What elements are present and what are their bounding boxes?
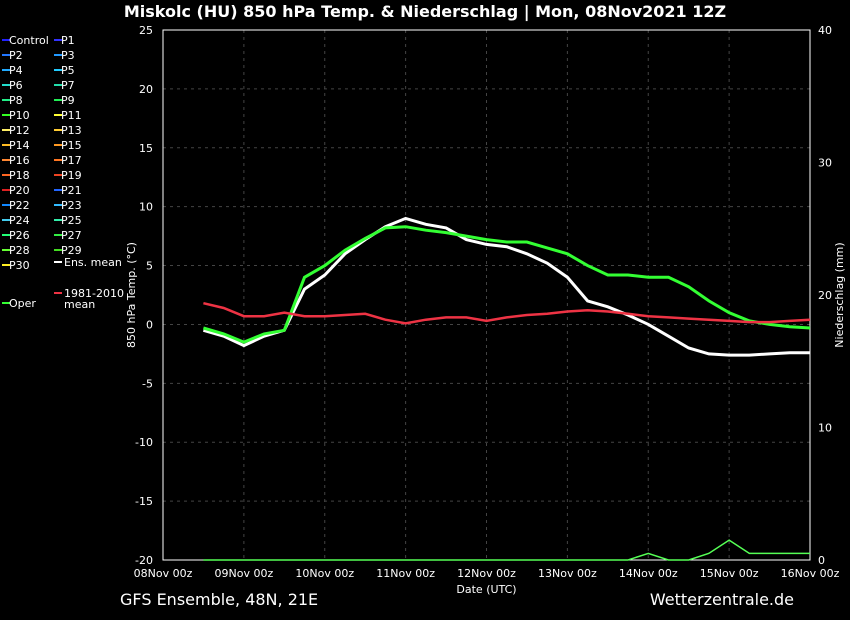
y-tick-label: 20 bbox=[139, 83, 153, 96]
series-line bbox=[203, 301, 811, 325]
precipitation-line bbox=[203, 539, 810, 561]
legend-entry: P21 bbox=[61, 184, 82, 197]
y2-tick-label: 30 bbox=[818, 157, 832, 170]
legend-entry: P30 bbox=[9, 259, 30, 272]
x-tick-label: 08Nov 00z bbox=[134, 567, 193, 580]
legend-entry: P6 bbox=[9, 79, 23, 92]
legend-entry: P7 bbox=[61, 79, 75, 92]
legend-entry: Oper bbox=[9, 297, 36, 310]
x-tick-label: 13Nov 00z bbox=[538, 567, 597, 580]
legend-entry: Control bbox=[9, 34, 49, 47]
legend-entry: P13 bbox=[61, 124, 82, 137]
y2-tick-label: 40 bbox=[818, 24, 832, 37]
x-tick-label: 11Nov 00z bbox=[376, 567, 435, 580]
legend-entry: P22 bbox=[9, 199, 30, 212]
legend-entry: P24 bbox=[9, 214, 30, 227]
legend-entry: P11 bbox=[61, 109, 82, 122]
legend-entry: 1981-2010 bbox=[64, 287, 124, 300]
legend-entry: P12 bbox=[9, 124, 30, 137]
legend-entry: P8 bbox=[9, 94, 23, 107]
legend-entry: mean bbox=[64, 298, 95, 311]
legend-entry: P17 bbox=[61, 154, 82, 167]
legend-entry: P26 bbox=[9, 229, 30, 242]
y2-axis-label: Niederschlag (mm) bbox=[833, 242, 846, 347]
x-tick-label: 14Nov 00z bbox=[619, 567, 678, 580]
legend-entry: P18 bbox=[9, 169, 30, 182]
x-tick-label: 15Nov 00z bbox=[700, 567, 759, 580]
legend-entry: P5 bbox=[61, 64, 75, 77]
y2-tick-label: 20 bbox=[818, 289, 832, 302]
legend-entry: P2 bbox=[9, 49, 23, 62]
x-tick-label: 12Nov 00z bbox=[457, 567, 516, 580]
y2-tick-label: 10 bbox=[818, 422, 832, 435]
x-tick-label: 09Nov 00z bbox=[215, 567, 274, 580]
series-line bbox=[202, 216, 810, 357]
legend-entry: Ens. mean bbox=[64, 256, 122, 269]
x-tick-label: 10Nov 00z bbox=[295, 567, 354, 580]
y-tick-label: 10 bbox=[139, 201, 153, 214]
series-line bbox=[202, 225, 811, 344]
legend-entry: P3 bbox=[61, 49, 75, 62]
legend-entry: P14 bbox=[9, 139, 30, 152]
legend-entry: P29 bbox=[61, 244, 82, 257]
site-name: Wetterzentrale.de bbox=[649, 590, 794, 609]
model-info: GFS Ensemble, 48N, 21E bbox=[120, 590, 319, 609]
legend-entry: P28 bbox=[9, 244, 30, 257]
legend-entry: P1 bbox=[61, 34, 75, 47]
y2-tick-label: 0 bbox=[818, 554, 825, 567]
y-tick-label: -15 bbox=[135, 495, 153, 508]
legend-entry: P19 bbox=[61, 169, 82, 182]
legend-entry: P10 bbox=[9, 109, 30, 122]
x-axis-label: Date (UTC) bbox=[456, 583, 516, 596]
y-tick-label: 25 bbox=[139, 24, 153, 37]
legend-entry: P16 bbox=[9, 154, 30, 167]
legend-entry: P27 bbox=[61, 229, 82, 242]
chart-title: Miskolc (HU) 850 hPa Temp. & Niederschla… bbox=[123, 2, 727, 21]
legend-entry: P25 bbox=[61, 214, 82, 227]
y-tick-label: 5 bbox=[146, 260, 153, 273]
y-tick-label: 0 bbox=[146, 318, 153, 331]
y-tick-label: -5 bbox=[142, 377, 153, 390]
y-tick-label: 15 bbox=[139, 142, 153, 155]
y-tick-label: -20 bbox=[135, 554, 153, 567]
legend-entry: P9 bbox=[61, 94, 75, 107]
legend-entry: P15 bbox=[61, 139, 82, 152]
y-tick-label: -10 bbox=[135, 436, 153, 449]
legend-entry: P23 bbox=[61, 199, 82, 212]
x-tick-label: 16Nov 00z bbox=[781, 567, 840, 580]
legend-entry: P4 bbox=[9, 64, 23, 77]
legend-entry: P20 bbox=[9, 184, 30, 197]
y-axis-label: 850 hPa Temp. (°C) bbox=[125, 242, 138, 348]
